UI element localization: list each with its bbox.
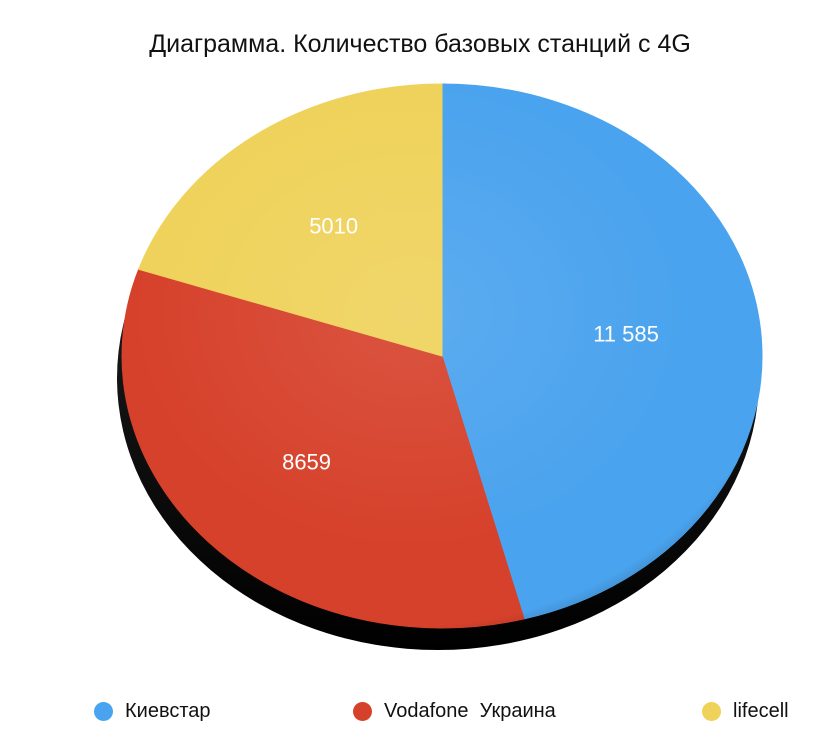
chart-title: Диаграмма. Количество базовых станций с … (149, 30, 691, 58)
value-label-lifecell: 5010 (309, 214, 358, 239)
legend-swatch-lifecell (702, 701, 721, 721)
pie-gloss (122, 84, 762, 628)
pie-gloss-overlay (122, 84, 762, 628)
legend-label-vodafone: Vodafone Украина (384, 699, 556, 722)
legend-item-lifecell: lifecell (702, 696, 789, 726)
legend: Киевстар Vodafone Украина lifecell (0, 696, 840, 726)
legend-label-lifecell: lifecell (733, 699, 789, 722)
legend-item-kyivstar: Киевстар (94, 696, 211, 726)
legend-swatch-kyivstar (94, 701, 113, 721)
legend-item-vodafone: Vodafone Украина (353, 696, 556, 726)
value-label-vodafone: 8659 (282, 450, 331, 475)
value-label-kyivstar: 11 585 (593, 321, 659, 346)
legend-swatch-vodafone (353, 701, 372, 721)
legend-label-kyivstar: Киевстар (125, 699, 211, 722)
pie-value-labels: 11 585 8659 5010 (282, 214, 659, 475)
